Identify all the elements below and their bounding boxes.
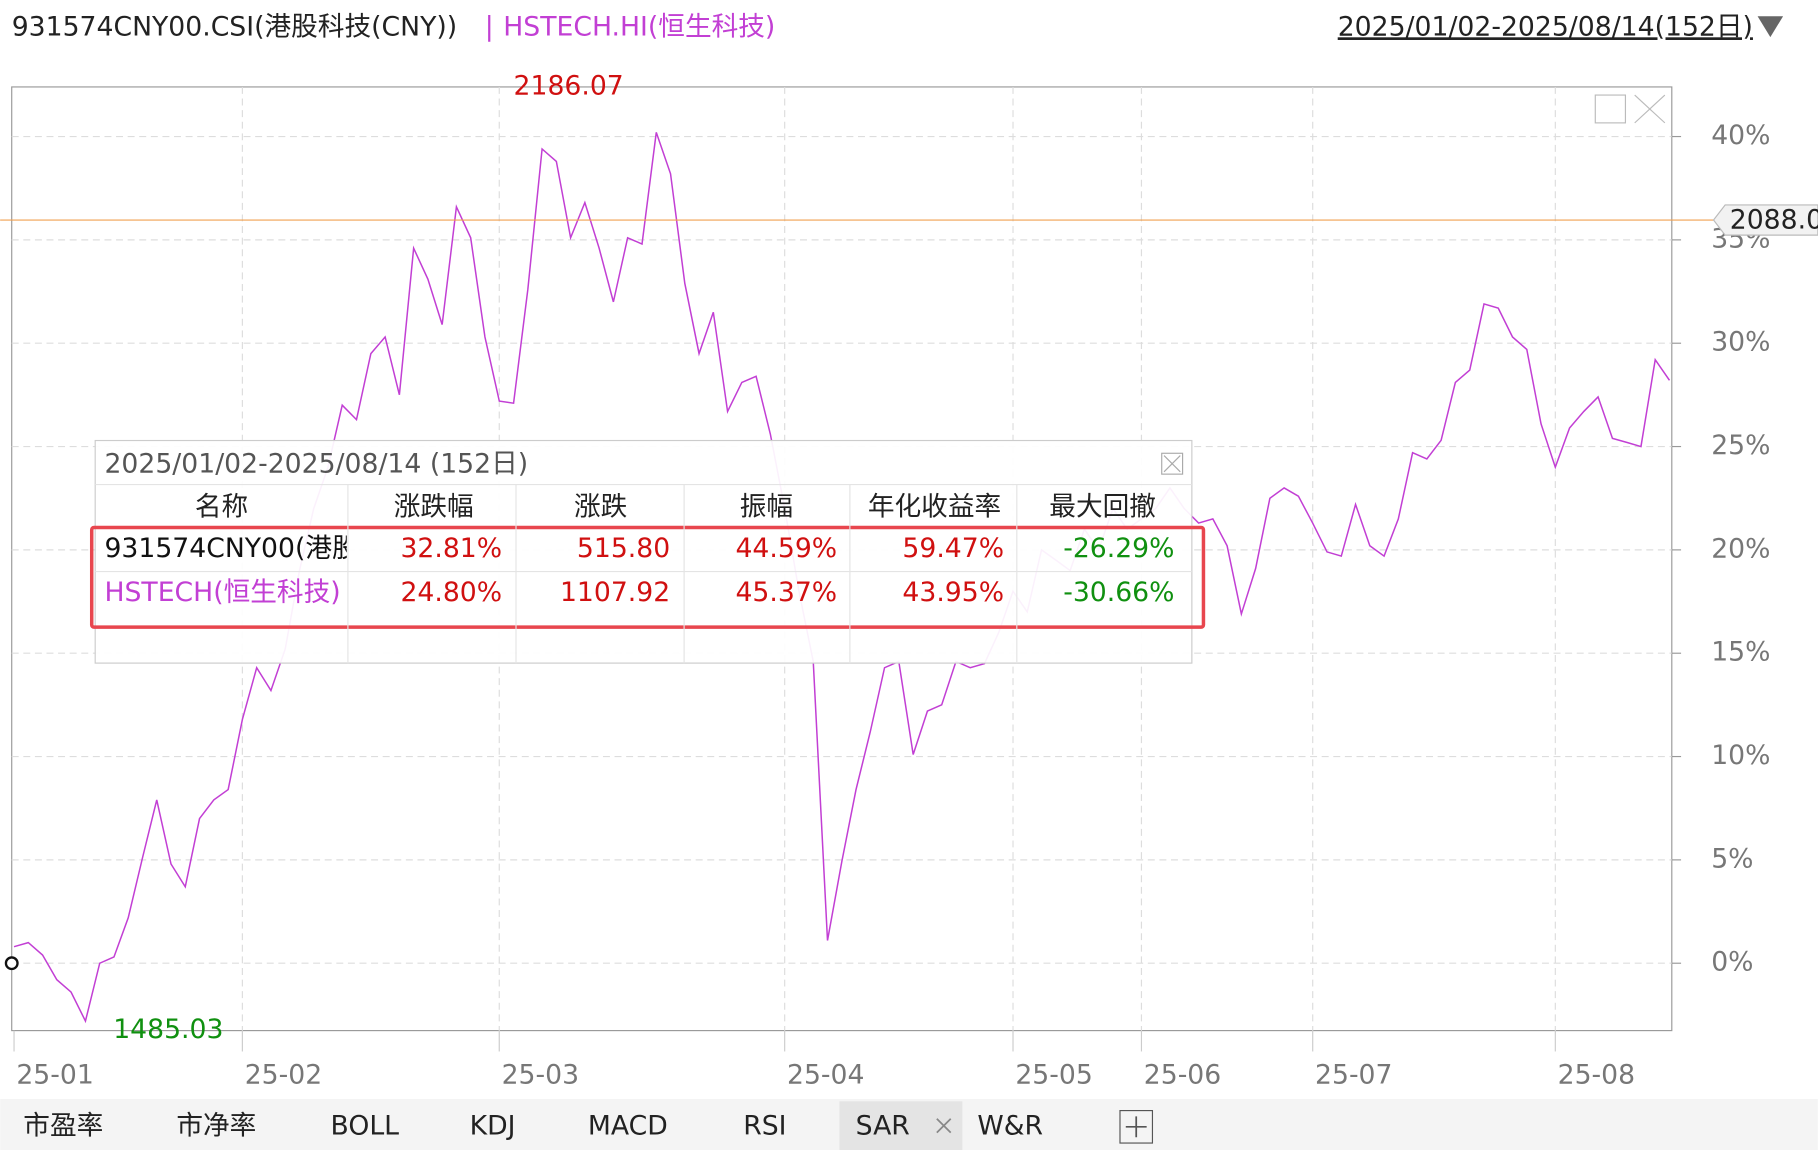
title-code: 931574CNY00.CSI(港股科技(CNY)) xyxy=(12,11,457,42)
tab[interactable]: MACD xyxy=(588,1110,668,1141)
maximize-icon[interactable] xyxy=(1594,94,1627,124)
table-cell: 59.47% xyxy=(902,533,1004,564)
x-tick-label: 25-01 xyxy=(16,1059,93,1090)
max-label: 2186.07 xyxy=(514,70,624,101)
x-tick-label: 25-02 xyxy=(245,1059,322,1090)
x-tick-label: 25-03 xyxy=(502,1059,579,1090)
separator: | xyxy=(485,11,494,42)
table-cell: 45.37% xyxy=(735,577,837,608)
x-tick-label: 25-05 xyxy=(1015,1059,1092,1090)
table-cell: 43.95% xyxy=(902,577,1004,608)
table-cell: -26.29% xyxy=(1063,533,1174,564)
column-header: 涨跌幅 xyxy=(394,491,474,522)
y-tick-label: 20% xyxy=(1711,533,1770,564)
table-close[interactable] xyxy=(1161,452,1184,475)
y-tick-label: 30% xyxy=(1711,327,1770,358)
y-tick-label: 15% xyxy=(1711,637,1770,668)
table-cell: 24.80% xyxy=(400,577,502,608)
x-tick-label: 25-07 xyxy=(1315,1059,1392,1090)
row-name: 931574CNY00(港股 xyxy=(104,533,358,564)
column-header: 振幅 xyxy=(740,491,793,522)
table-cell: 44.59% xyxy=(735,533,837,564)
y-tick-label: 0% xyxy=(1711,947,1753,978)
date-range[interactable]: 2025/01/02-2025/08/14(152日) xyxy=(1338,11,1753,42)
y-tick-label: 25% xyxy=(1711,430,1770,461)
tab[interactable]: W&R xyxy=(977,1110,1043,1141)
y-tick-label: 40% xyxy=(1711,120,1770,151)
active-tab xyxy=(839,1101,963,1150)
x-tick-label: 25-04 xyxy=(787,1059,864,1090)
tab[interactable]: BOLL xyxy=(331,1110,400,1141)
add-tab-plus[interactable] xyxy=(1125,1116,1147,1138)
add-tab[interactable] xyxy=(1119,1110,1154,1144)
tab[interactable]: 市盈率 xyxy=(23,1110,103,1141)
column-header: 年化收益率 xyxy=(868,491,1001,522)
tab[interactable]: KDJ xyxy=(470,1110,516,1141)
y-tick-label: 5% xyxy=(1711,843,1753,874)
x-tick-label: 25-06 xyxy=(1144,1059,1221,1090)
tab[interactable]: RSI xyxy=(743,1110,786,1141)
table-cell: 1107.92 xyxy=(560,577,670,608)
y-tick-label: 10% xyxy=(1711,740,1770,771)
tab-close[interactable] xyxy=(936,1118,952,1134)
table-cell: -30.66% xyxy=(1063,577,1174,608)
table-title: 2025/01/02-2025/08/14 (152日) xyxy=(104,448,528,479)
price-label: 2088.0 xyxy=(1730,205,1818,236)
tab[interactable]: 市净率 xyxy=(176,1110,256,1141)
row-name: HSTECH(恒生科技) xyxy=(104,577,340,608)
table-cell: 515.80 xyxy=(577,533,670,564)
highlight-box xyxy=(89,525,1206,629)
close-icon[interactable] xyxy=(1634,94,1666,124)
title-index: HSTECH.HI(恒生科技) xyxy=(503,11,775,42)
origin-marker xyxy=(4,956,19,971)
column-header: 名称 xyxy=(195,491,248,522)
table-close-x[interactable] xyxy=(1163,455,1181,473)
min-label: 1485.03 xyxy=(113,1014,223,1045)
dropdown-arrow[interactable] xyxy=(1757,16,1784,38)
column-header: 最大回撤 xyxy=(1049,491,1156,522)
tab[interactable]: SAR xyxy=(856,1110,910,1141)
x-tick-label: 25-08 xyxy=(1558,1059,1635,1090)
column-header: 涨跌 xyxy=(574,491,627,522)
plot-frame xyxy=(11,86,1673,1032)
table-cell: 32.81% xyxy=(400,533,502,564)
